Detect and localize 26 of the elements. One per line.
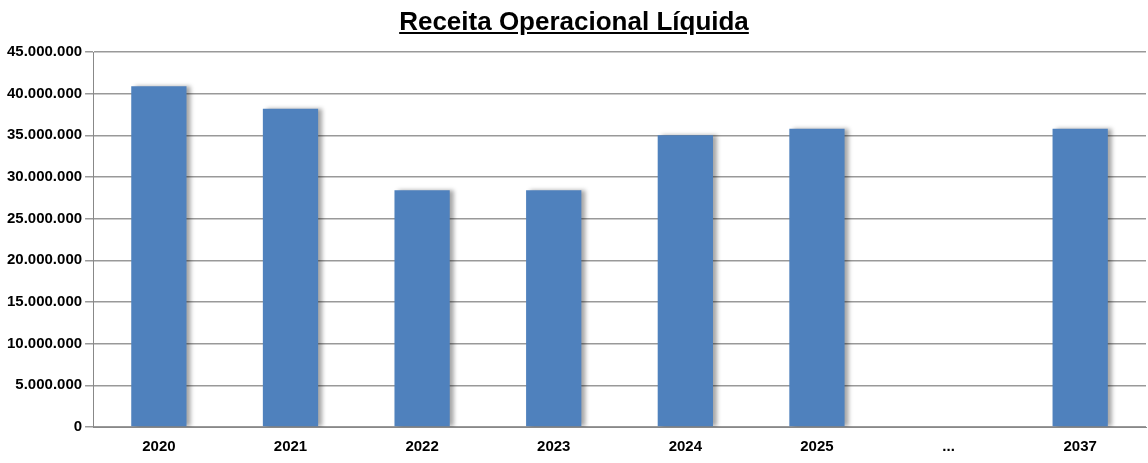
x-tick-label: ... [942,437,955,455]
x-tick-label: 2020 [142,437,176,455]
y-tick-label: 35.000.000 [7,125,83,143]
bar [1052,128,1108,427]
bar [526,190,582,427]
bar [657,135,713,427]
y-tick-label: 30.000.000 [7,167,83,185]
chart-title: Receita Operacional Líquida [398,6,750,37]
bar [789,128,845,427]
x-tick-label: 2021 [273,437,308,455]
x-tick-label: 2037 [1063,437,1097,455]
x-tick-label: 2025 [800,437,834,455]
y-tick-label: 40.000.000 [7,83,83,101]
y-tick-label: 5.000.000 [15,375,83,393]
x-tick-label: 2023 [537,437,571,455]
y-tick-label: 20.000.000 [7,250,83,268]
bar [262,108,319,427]
y-tick-label: 10.000.000 [7,333,83,351]
y-tick-label: 45.000.000 [7,42,83,60]
x-tick-label: 2024 [668,437,703,455]
x-tick-label: 2022 [405,437,439,455]
y-tick-label: 25.000.000 [7,208,83,226]
y-tick-label: 15.000.000 [7,292,83,310]
bar [131,86,187,427]
bar [394,190,450,427]
y-tick-label: 0 [73,417,83,435]
